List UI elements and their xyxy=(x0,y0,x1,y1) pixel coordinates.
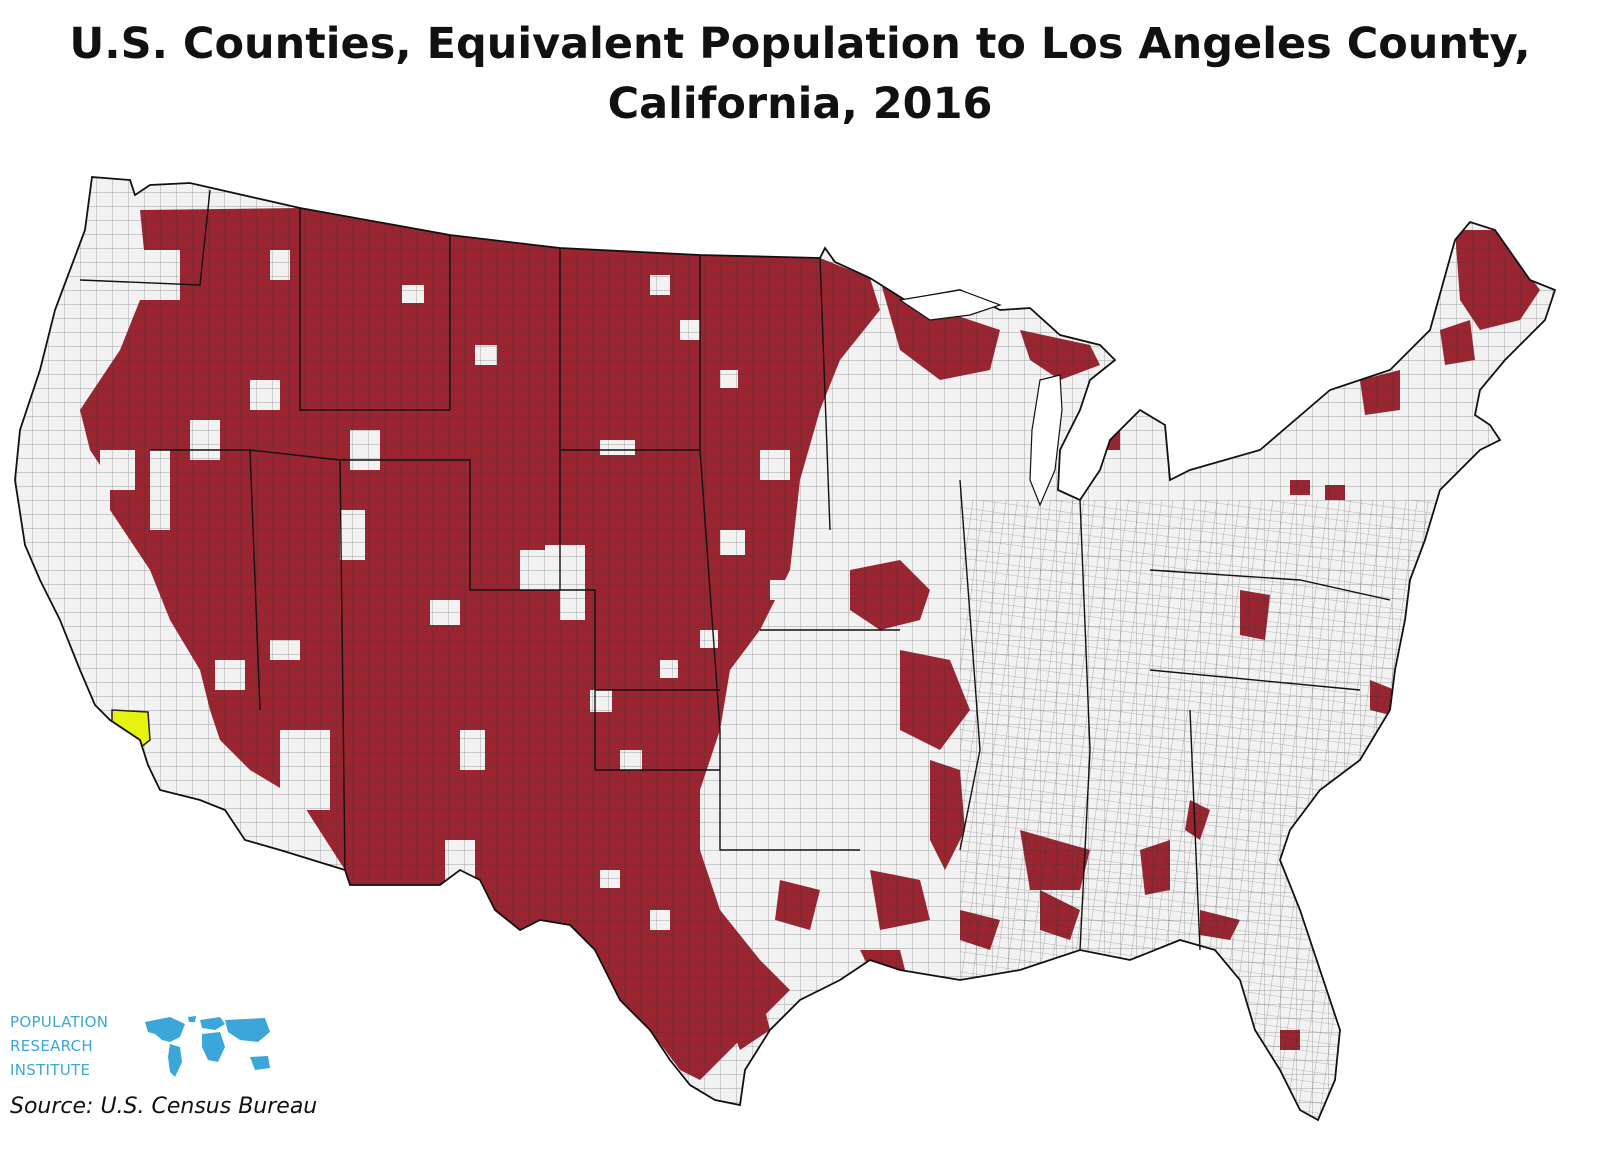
us-county-map xyxy=(14,176,1556,1121)
world-map-icon xyxy=(145,1016,270,1077)
population-research-institute-logo: POPULATION RESEARCH INSTITUTE xyxy=(10,1010,290,1090)
map-title: U.S. Counties, Equivalent Population to … xyxy=(0,14,1600,134)
lake-michigan xyxy=(1029,374,1063,507)
logo-line-1: POPULATION xyxy=(10,1013,109,1031)
map-title-line-1: U.S. Counties, Equivalent Population to … xyxy=(69,19,1531,69)
logo-text: POPULATION RESEARCH INSTITUTE xyxy=(10,1010,108,1082)
lake-superior xyxy=(898,289,1002,321)
source-credit: Source: U.S. Census Bureau xyxy=(10,1094,318,1119)
logo-line-3: INSTITUTE xyxy=(10,1061,91,1079)
map-title-line-2: California, 2016 xyxy=(607,79,993,129)
logo-line-2: RESEARCH xyxy=(10,1037,93,1055)
